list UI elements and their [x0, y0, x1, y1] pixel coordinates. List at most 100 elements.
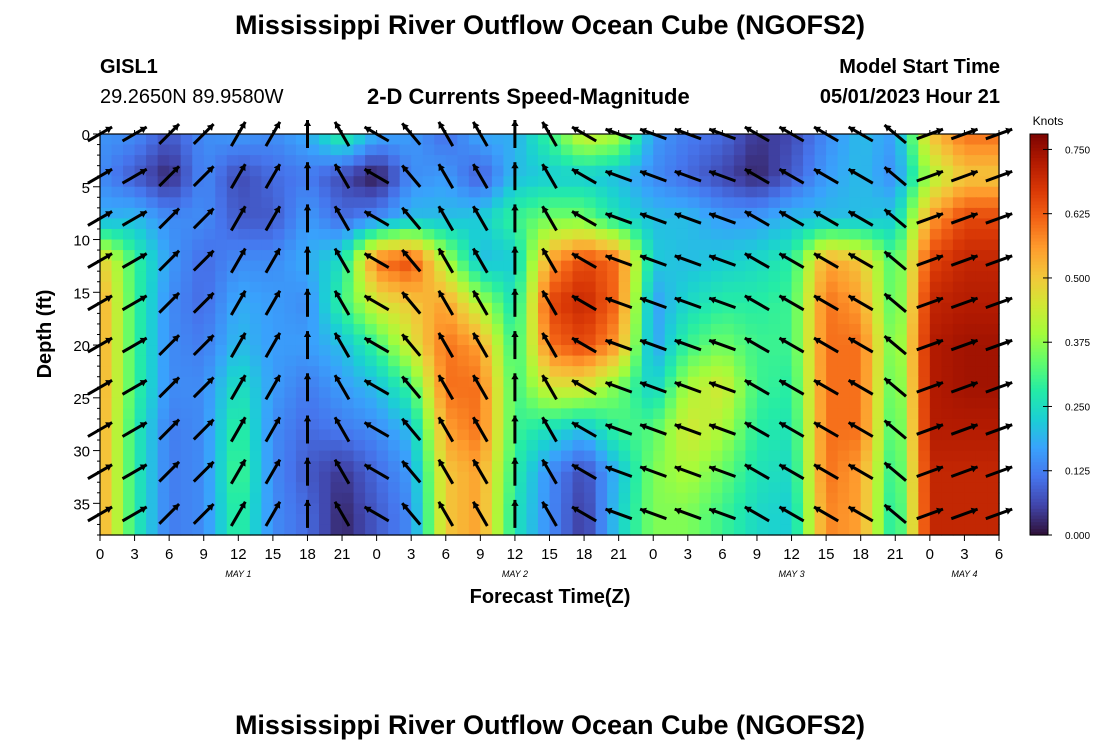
heatmap-cell: [468, 228, 481, 241]
heatmap-cell: [388, 376, 401, 388]
heatmap-cell: [123, 397, 136, 409]
heatmap-cell: [641, 155, 654, 167]
heatmap-cell: [422, 313, 435, 325]
heatmap-cell: [123, 418, 136, 431]
heatmap-cell: [111, 228, 124, 241]
heatmap-cell: [503, 440, 516, 452]
heatmap-cell: [100, 482, 113, 494]
heatmap-cell: [261, 387, 274, 399]
heatmap-cell: [941, 271, 954, 283]
heatmap-cell: [307, 461, 320, 473]
heatmap-cell: [630, 134, 643, 146]
current-arrowhead: [303, 288, 312, 295]
heatmap-cell: [664, 323, 677, 336]
heatmap-cell: [641, 302, 654, 314]
current-arrowhead: [139, 253, 147, 260]
heatmap-cell: [318, 197, 332, 209]
current-arrowhead: [473, 501, 480, 509]
heatmap-cell: [146, 186, 159, 198]
heatmap-cell: [491, 323, 504, 336]
heatmap-cell: [284, 418, 297, 431]
heatmap-cell: [918, 492, 931, 504]
heatmap-cell: [641, 260, 654, 272]
colorbar-segment: [1030, 367, 1048, 372]
heatmap-cell: [146, 239, 159, 251]
heatmap-cell: [537, 197, 551, 209]
current-arrowhead: [402, 418, 409, 426]
heatmap-cell: [399, 228, 412, 241]
heatmap-cell: [607, 492, 620, 504]
heatmap-cell: [849, 186, 862, 198]
heatmap-cell: [342, 165, 355, 177]
heatmap-cell: [664, 471, 677, 483]
heatmap-cell: [584, 461, 597, 473]
heatmap-cell: [123, 345, 136, 357]
heatmap-cell: [491, 302, 504, 314]
x-tick-label: 12: [507, 546, 524, 563]
heatmap-cell: [837, 418, 850, 431]
heatmap-cell: [434, 239, 447, 251]
heatmap-cell: [837, 461, 850, 473]
heatmap-cell: [618, 334, 631, 346]
heatmap-cell: [330, 207, 343, 220]
heatmap-cell: [676, 387, 689, 399]
heatmap-cell: [399, 366, 412, 378]
heatmap-cell: [526, 271, 539, 283]
heatmap-cell: [295, 355, 309, 367]
heatmap-cell: [226, 524, 239, 536]
heatmap-cell: [434, 429, 447, 441]
heatmap-cell: [261, 334, 274, 346]
heatmap-cell: [572, 397, 585, 409]
colorbar-tick-label: 0.750: [1065, 145, 1090, 156]
heatmap-cell: [376, 165, 389, 177]
heatmap-cell: [768, 397, 781, 409]
heatmap-cell: [261, 397, 274, 409]
heatmap-cell: [837, 429, 850, 441]
heatmap-cell: [376, 482, 389, 494]
current-arrowhead: [206, 461, 214, 469]
heatmap-cell: [503, 429, 516, 441]
heatmap-cell: [791, 471, 804, 483]
heatmap-cell: [595, 165, 608, 177]
heatmap-cell: [480, 186, 493, 198]
heatmap-cell: [849, 144, 862, 156]
heatmap-cell: [664, 440, 677, 452]
heatmap-cell: [261, 271, 274, 283]
heatmap-cell: [929, 176, 942, 188]
heatmap-cell: [111, 408, 124, 420]
heatmap-cell: [146, 408, 159, 420]
heatmap-cell: [710, 429, 723, 441]
heatmap-cell: [929, 429, 942, 441]
heatmap-cell: [526, 176, 539, 188]
heatmap-cell: [457, 302, 470, 314]
heatmap-cell: [630, 292, 643, 304]
heatmap-cell: [215, 186, 228, 198]
current-arrowhead: [970, 127, 978, 135]
heatmap-cell: [756, 155, 770, 167]
heatmap-cell: [468, 387, 481, 399]
heatmap-cell: [595, 492, 608, 504]
heatmap-cell: [906, 144, 919, 156]
heatmap-cell: [480, 366, 493, 378]
heatmap-cell: [180, 482, 193, 494]
heatmap-cell: [607, 366, 620, 378]
heatmap-cell: [710, 271, 723, 283]
heatmap-cell: [653, 355, 666, 367]
heatmap-cell: [353, 450, 366, 462]
heatmap-cell: [664, 134, 677, 146]
heatmap-cell: [249, 376, 262, 388]
current-arrowhead: [511, 457, 519, 464]
heatmap-cell: [272, 471, 286, 483]
heatmap-cell: [353, 429, 366, 441]
current-arrowhead: [744, 464, 752, 471]
heatmap-cell: [929, 197, 942, 209]
current-arrowhead: [172, 124, 180, 131]
heatmap-cell: [157, 408, 170, 420]
heatmap-cell: [307, 450, 320, 462]
heatmap-cell: [607, 176, 620, 188]
heatmap-cell: [134, 260, 147, 272]
heatmap-cell: [330, 176, 343, 188]
heatmap-cell: [307, 176, 320, 188]
heatmap-cell: [941, 250, 954, 262]
heatmap-cell: [837, 334, 850, 346]
